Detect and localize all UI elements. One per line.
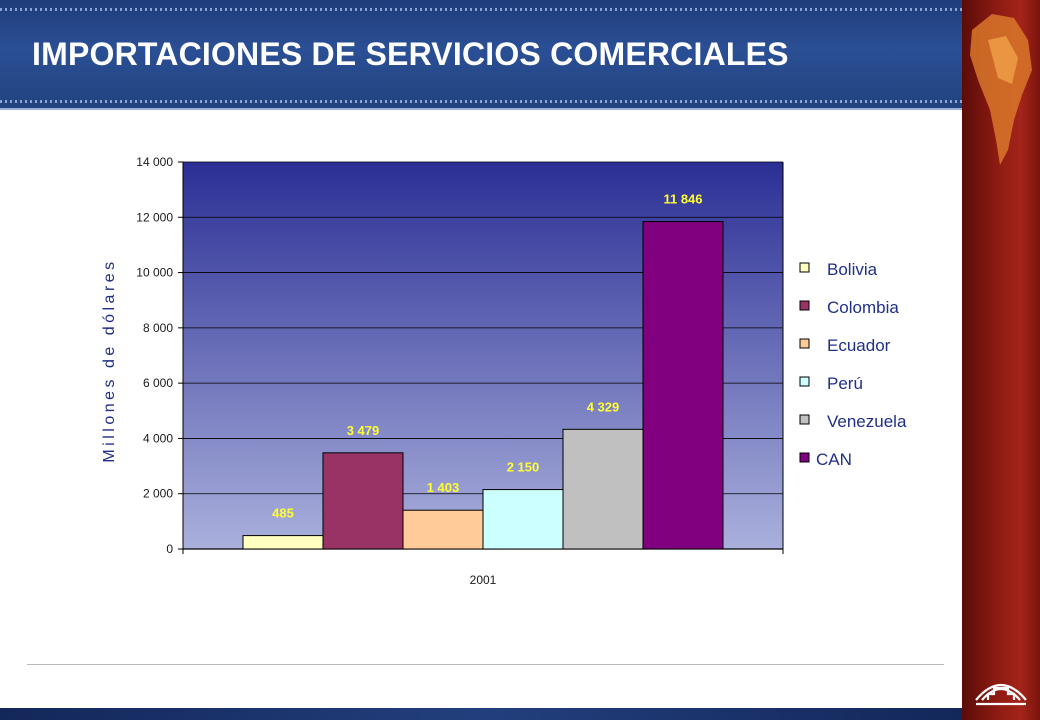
bar-venezuela (562, 428, 644, 550)
bar-can (642, 221, 724, 550)
data-label: 485 (272, 506, 294, 521)
data-label: 4 329 (587, 399, 620, 414)
south-america-map-decoration (970, 14, 1032, 165)
data-labels: 485 3 479 1 403 2 150 4 329 11 846 (272, 192, 702, 521)
y-tick-label: 2 000 (143, 487, 173, 501)
x-category-label: 2001 (470, 573, 497, 587)
bottom-band (0, 708, 962, 720)
slide-title: IMPORTACIONES DE SERVICIOS COMERCIALES (32, 36, 789, 72)
legend: Bolivia Colombia Ecuador Perú Venezuela CAN (799, 260, 907, 469)
data-label: 3 479 (347, 423, 380, 438)
y-tick-label: 0 (166, 542, 173, 556)
legend-label: Venezuela (827, 412, 907, 431)
bar-per (482, 489, 564, 550)
y-axis-title: Millones de dólares (101, 258, 118, 462)
data-label: 11 846 (663, 192, 702, 207)
chart: 0 2 000 4 000 6 000 8 000 10 000 12 000 14 000 2… (101, 155, 907, 587)
y-tick-label: 4 000 (143, 431, 173, 445)
legend-label: CAN (816, 450, 852, 469)
legend-label: Colombia (827, 298, 899, 317)
legend-swatch (799, 376, 810, 387)
data-label: 1 403 (427, 480, 460, 495)
legend-label: Perú (827, 374, 863, 393)
bar-ecuador (402, 509, 484, 550)
footer-divider (27, 664, 944, 665)
y-tick-label: 12 000 (136, 210, 173, 224)
legend-label: Bolivia (827, 260, 878, 279)
andean-community-logo (975, 684, 1027, 706)
legend-swatch (799, 414, 810, 425)
legend-swatch (799, 452, 810, 463)
legend-swatch (799, 262, 810, 273)
y-tick-label: 8 000 (143, 321, 173, 335)
side-decoration-panel (962, 0, 1040, 720)
title-banner: IMPORTACIONES DE SERVICIOS COMERCIALES (0, 0, 962, 110)
y-tick-label: 10 000 (136, 266, 173, 280)
banner-dotted-rule-bottom (0, 100, 962, 103)
legend-label: Ecuador (827, 336, 891, 355)
legend-swatch (799, 300, 810, 311)
bar-bolivia (242, 535, 324, 550)
y-tick-label: 6 000 (143, 376, 173, 390)
bar-colombia (322, 452, 404, 550)
y-tick-label: 14 000 (136, 155, 173, 169)
legend-swatch (799, 338, 810, 349)
data-label: 2 150 (507, 460, 540, 475)
bars (242, 221, 724, 550)
banner-dotted-rule-top (0, 8, 962, 11)
